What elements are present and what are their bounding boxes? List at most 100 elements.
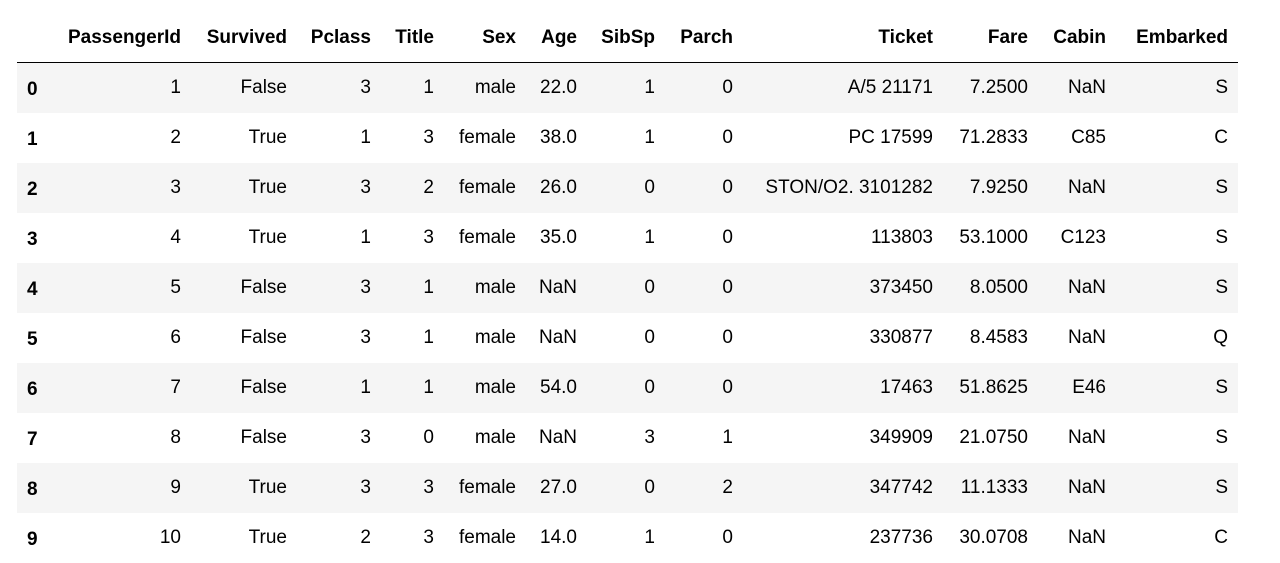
table-cell: 330877 <box>743 313 943 363</box>
table-cell: female <box>444 213 526 263</box>
row-index: 7 <box>17 413 50 463</box>
table-cell: 3 <box>297 463 381 513</box>
row-index: 1 <box>17 113 50 163</box>
table-cell: 3 <box>297 413 381 463</box>
table-cell: male <box>444 63 526 114</box>
table-cell: False <box>191 263 297 313</box>
table-cell: 0 <box>665 513 743 563</box>
table-cell: S <box>1116 63 1238 114</box>
table-cell: 347742 <box>743 463 943 513</box>
table-cell: 0 <box>587 163 665 213</box>
table-cell: 0 <box>665 363 743 413</box>
table-cell: S <box>1116 463 1238 513</box>
table-cell: 0 <box>665 63 743 114</box>
table-cell: C85 <box>1038 113 1116 163</box>
column-header: PassengerId <box>50 14 191 63</box>
table-cell: PC 17599 <box>743 113 943 163</box>
table-cell: 8.4583 <box>943 313 1038 363</box>
column-header: Fare <box>943 14 1038 63</box>
table-cell: A/5 21171 <box>743 63 943 114</box>
table-cell: 3 <box>297 263 381 313</box>
column-header: Age <box>526 14 587 63</box>
table-cell: 53.1000 <box>943 213 1038 263</box>
table-cell: 1 <box>587 63 665 114</box>
table-cell: 1 <box>587 513 665 563</box>
table-cell: 4 <box>50 213 191 263</box>
table-cell: 349909 <box>743 413 943 463</box>
table-cell: 2 <box>665 463 743 513</box>
table-cell: Q <box>1116 313 1238 363</box>
table-cell: 21.0750 <box>943 413 1038 463</box>
table-cell: 1 <box>381 313 444 363</box>
table-cell: 30.0708 <box>943 513 1038 563</box>
table-cell: 1 <box>381 363 444 413</box>
table-cell: 27.0 <box>526 463 587 513</box>
table-cell: True <box>191 213 297 263</box>
table-cell: False <box>191 413 297 463</box>
table-cell: 3 <box>50 163 191 213</box>
table-cell: 0 <box>587 363 665 413</box>
table-cell: 1 <box>587 113 665 163</box>
table-cell: 3 <box>381 513 444 563</box>
table-cell: 7.2500 <box>943 63 1038 114</box>
table-cell: 1 <box>297 363 381 413</box>
row-index: 3 <box>17 213 50 263</box>
table-cell: female <box>444 463 526 513</box>
column-header: Ticket <box>743 14 943 63</box>
table-cell: NaN <box>1038 413 1116 463</box>
table-cell: 2 <box>381 163 444 213</box>
table-cell: 7 <box>50 363 191 413</box>
table-cell: E46 <box>1038 363 1116 413</box>
column-header: Survived <box>191 14 297 63</box>
table-cell: NaN <box>1038 163 1116 213</box>
table-cell: S <box>1116 413 1238 463</box>
table-cell: 0 <box>587 263 665 313</box>
table-cell: 35.0 <box>526 213 587 263</box>
table-cell: False <box>191 313 297 363</box>
table-cell: female <box>444 163 526 213</box>
table-cell: 11.1333 <box>943 463 1038 513</box>
table-cell: 14.0 <box>526 513 587 563</box>
table-cell: 22.0 <box>526 63 587 114</box>
table-cell: 3 <box>381 113 444 163</box>
table-cell: female <box>444 113 526 163</box>
table-cell: 71.2833 <box>943 113 1038 163</box>
table-cell: 54.0 <box>526 363 587 413</box>
column-header: Cabin <box>1038 14 1116 63</box>
table-cell: NaN <box>526 313 587 363</box>
table-cell: S <box>1116 163 1238 213</box>
column-header: Embarked <box>1116 14 1238 63</box>
table-cell: C <box>1116 513 1238 563</box>
table-cell: NaN <box>1038 513 1116 563</box>
table-cell: male <box>444 413 526 463</box>
table-cell: 2 <box>297 513 381 563</box>
table-cell: C123 <box>1038 213 1116 263</box>
table-cell: 1 <box>381 263 444 313</box>
table-cell: male <box>444 313 526 363</box>
column-header: Pclass <box>297 14 381 63</box>
table-cell: 26.0 <box>526 163 587 213</box>
row-index: 9 <box>17 513 50 563</box>
table-cell: 51.8625 <box>943 363 1038 413</box>
table-cell: 237736 <box>743 513 943 563</box>
table-cell: 3 <box>297 313 381 363</box>
table-cell: S <box>1116 263 1238 313</box>
table-cell: 6 <box>50 313 191 363</box>
row-index: 2 <box>17 163 50 213</box>
table-cell: 1 <box>381 63 444 114</box>
table-cell: 3 <box>381 463 444 513</box>
table-cell: 8.0500 <box>943 263 1038 313</box>
column-header: SibSp <box>587 14 665 63</box>
row-index: 4 <box>17 263 50 313</box>
table-cell: 5 <box>50 263 191 313</box>
table-cell: 0 <box>665 163 743 213</box>
table-cell: 0 <box>665 113 743 163</box>
table-cell: 17463 <box>743 363 943 413</box>
table-cell: NaN <box>1038 263 1116 313</box>
